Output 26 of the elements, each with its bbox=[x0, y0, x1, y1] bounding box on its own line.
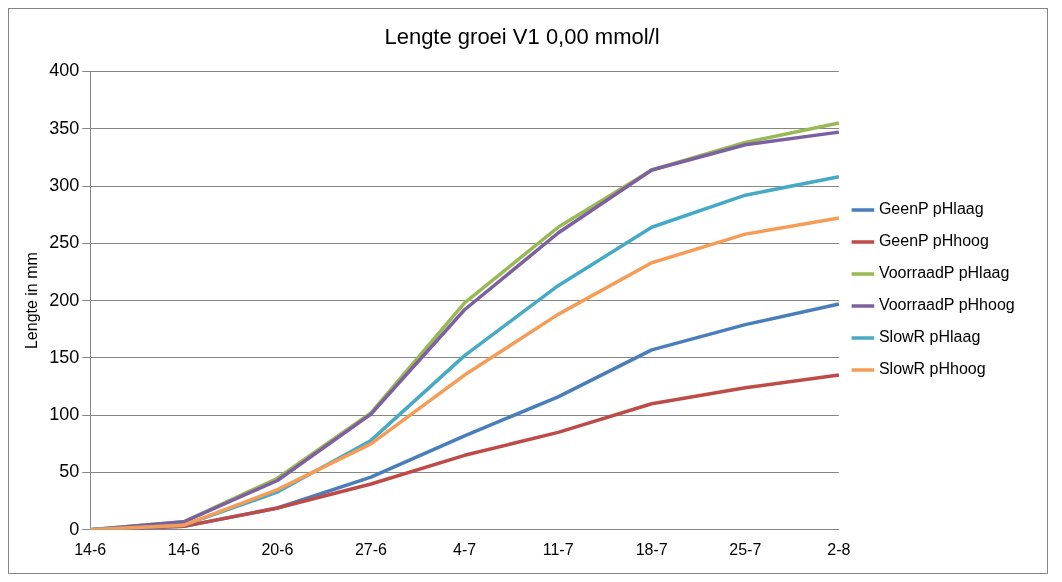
chart-title: Lengte groei V1 0,00 mmol/l bbox=[384, 24, 660, 50]
y-axis-title: Lengte in mm bbox=[23, 252, 41, 350]
y-tick-label: 350 bbox=[49, 117, 80, 138]
y-tick-label: 0 bbox=[69, 518, 80, 539]
x-tick-label: 14-6 bbox=[167, 540, 200, 558]
y-tick-label: 50 bbox=[59, 461, 80, 482]
legend-label: VoorraadP pHhoog bbox=[878, 296, 1015, 314]
legend-label: SlowR pHlaag bbox=[878, 328, 981, 346]
x-tick-label: 27-6 bbox=[354, 540, 388, 558]
legend-label: GeenP pHhoog bbox=[878, 232, 989, 250]
x-tick-label: 2-8 bbox=[827, 540, 851, 558]
legend-label: VoorraadP pHlaag bbox=[878, 264, 1010, 282]
y-tick-label: 200 bbox=[49, 289, 80, 310]
x-tick-label: 4-7 bbox=[453, 540, 477, 558]
y-tick-label: 100 bbox=[49, 404, 80, 425]
x-tick-label: 25-7 bbox=[729, 540, 762, 558]
legend-label: SlowR pHhoog bbox=[878, 360, 986, 378]
x-tick-label: 20-6 bbox=[261, 540, 294, 558]
y-tick-label: 250 bbox=[49, 232, 80, 253]
x-tick-label: 18-7 bbox=[635, 540, 668, 558]
legend-label: GeenP pHlaag bbox=[878, 200, 984, 218]
y-tick-label: 300 bbox=[49, 174, 80, 195]
x-tick-label: 11-7 bbox=[542, 540, 574, 558]
y-tick-label: 400 bbox=[49, 60, 80, 81]
y-tick-label: 150 bbox=[49, 346, 80, 367]
x-tick-label: 14-6 bbox=[74, 540, 107, 558]
